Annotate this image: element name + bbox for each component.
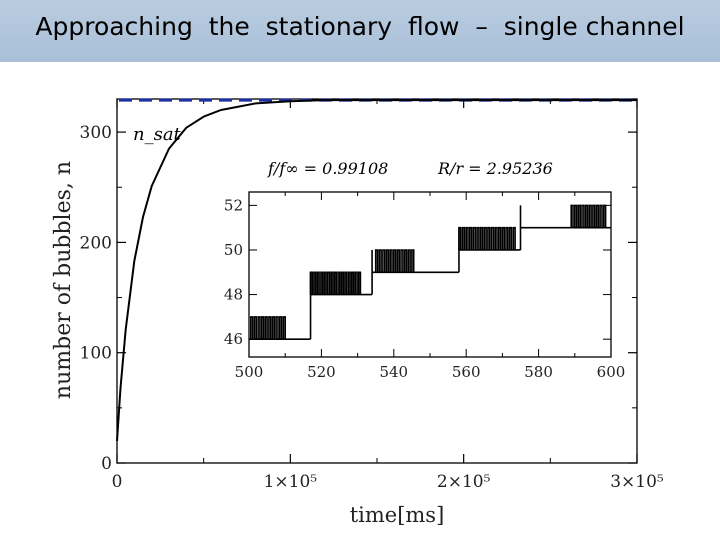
main-axis-tick-labels: 0 1×10⁵ 2×10⁵ 3×10⁵ 0 100 200 300 (80, 123, 664, 492)
inset-oscillation-spikes (374, 249, 415, 273)
x-tick-label: 3×10⁵ (610, 472, 664, 492)
inset-y-tick-label: 46 (224, 330, 243, 348)
bubble-count-curve (116, 99, 637, 441)
x-tick-label: 2×10⁵ (437, 472, 491, 492)
inset-step-series (249, 204, 611, 340)
x-tick-label: 0 (112, 472, 123, 492)
inset-oscillation-spikes (458, 226, 516, 250)
n-sat-label: n_sat (133, 124, 182, 145)
inset-x-tick-label: 580 (524, 363, 553, 381)
inset-x-tick-label: 600 (597, 363, 626, 381)
slide-title-bar (0, 0, 720, 62)
inset-oscillation-spikes (309, 271, 362, 295)
inset-plot-frame (248, 191, 612, 358)
y-tick-label: 100 (80, 344, 112, 364)
inset-oscillation-spikes (250, 316, 286, 340)
inset-x-tick-label: 560 (452, 363, 481, 381)
inset-oscillation-spikes (570, 204, 607, 228)
inset-y-tick-label: 50 (224, 241, 243, 259)
inset-x-tick-label: 520 (307, 363, 336, 381)
y-tick-label: 0 (101, 454, 112, 474)
slide-title: Approaching the stationary flow – single… (35, 12, 685, 41)
inset-x-tick-label: 500 (235, 363, 264, 381)
inset-x-tick-label: 540 (379, 363, 408, 381)
annotation-frequency-ratio: f/f∞ = 0.99108 (267, 159, 388, 178)
inset-y-tick-label: 52 (224, 196, 243, 214)
inset-axis-tick-labels: 500 520 540 560 580 600 46 48 50 52 (224, 196, 625, 381)
y-axis-label: number of bubbles, n (51, 161, 76, 399)
x-axis-label: time[ms] (350, 503, 445, 527)
inset-y-tick-label: 48 (224, 286, 243, 304)
y-tick-label: 300 (80, 123, 112, 143)
annotation-radius-ratio: R/r = 2.95236 (437, 159, 553, 178)
x-tick-label: 1×10⁵ (264, 472, 318, 492)
inset-axis-ticks (248, 192, 612, 357)
y-tick-label: 200 (80, 233, 112, 253)
